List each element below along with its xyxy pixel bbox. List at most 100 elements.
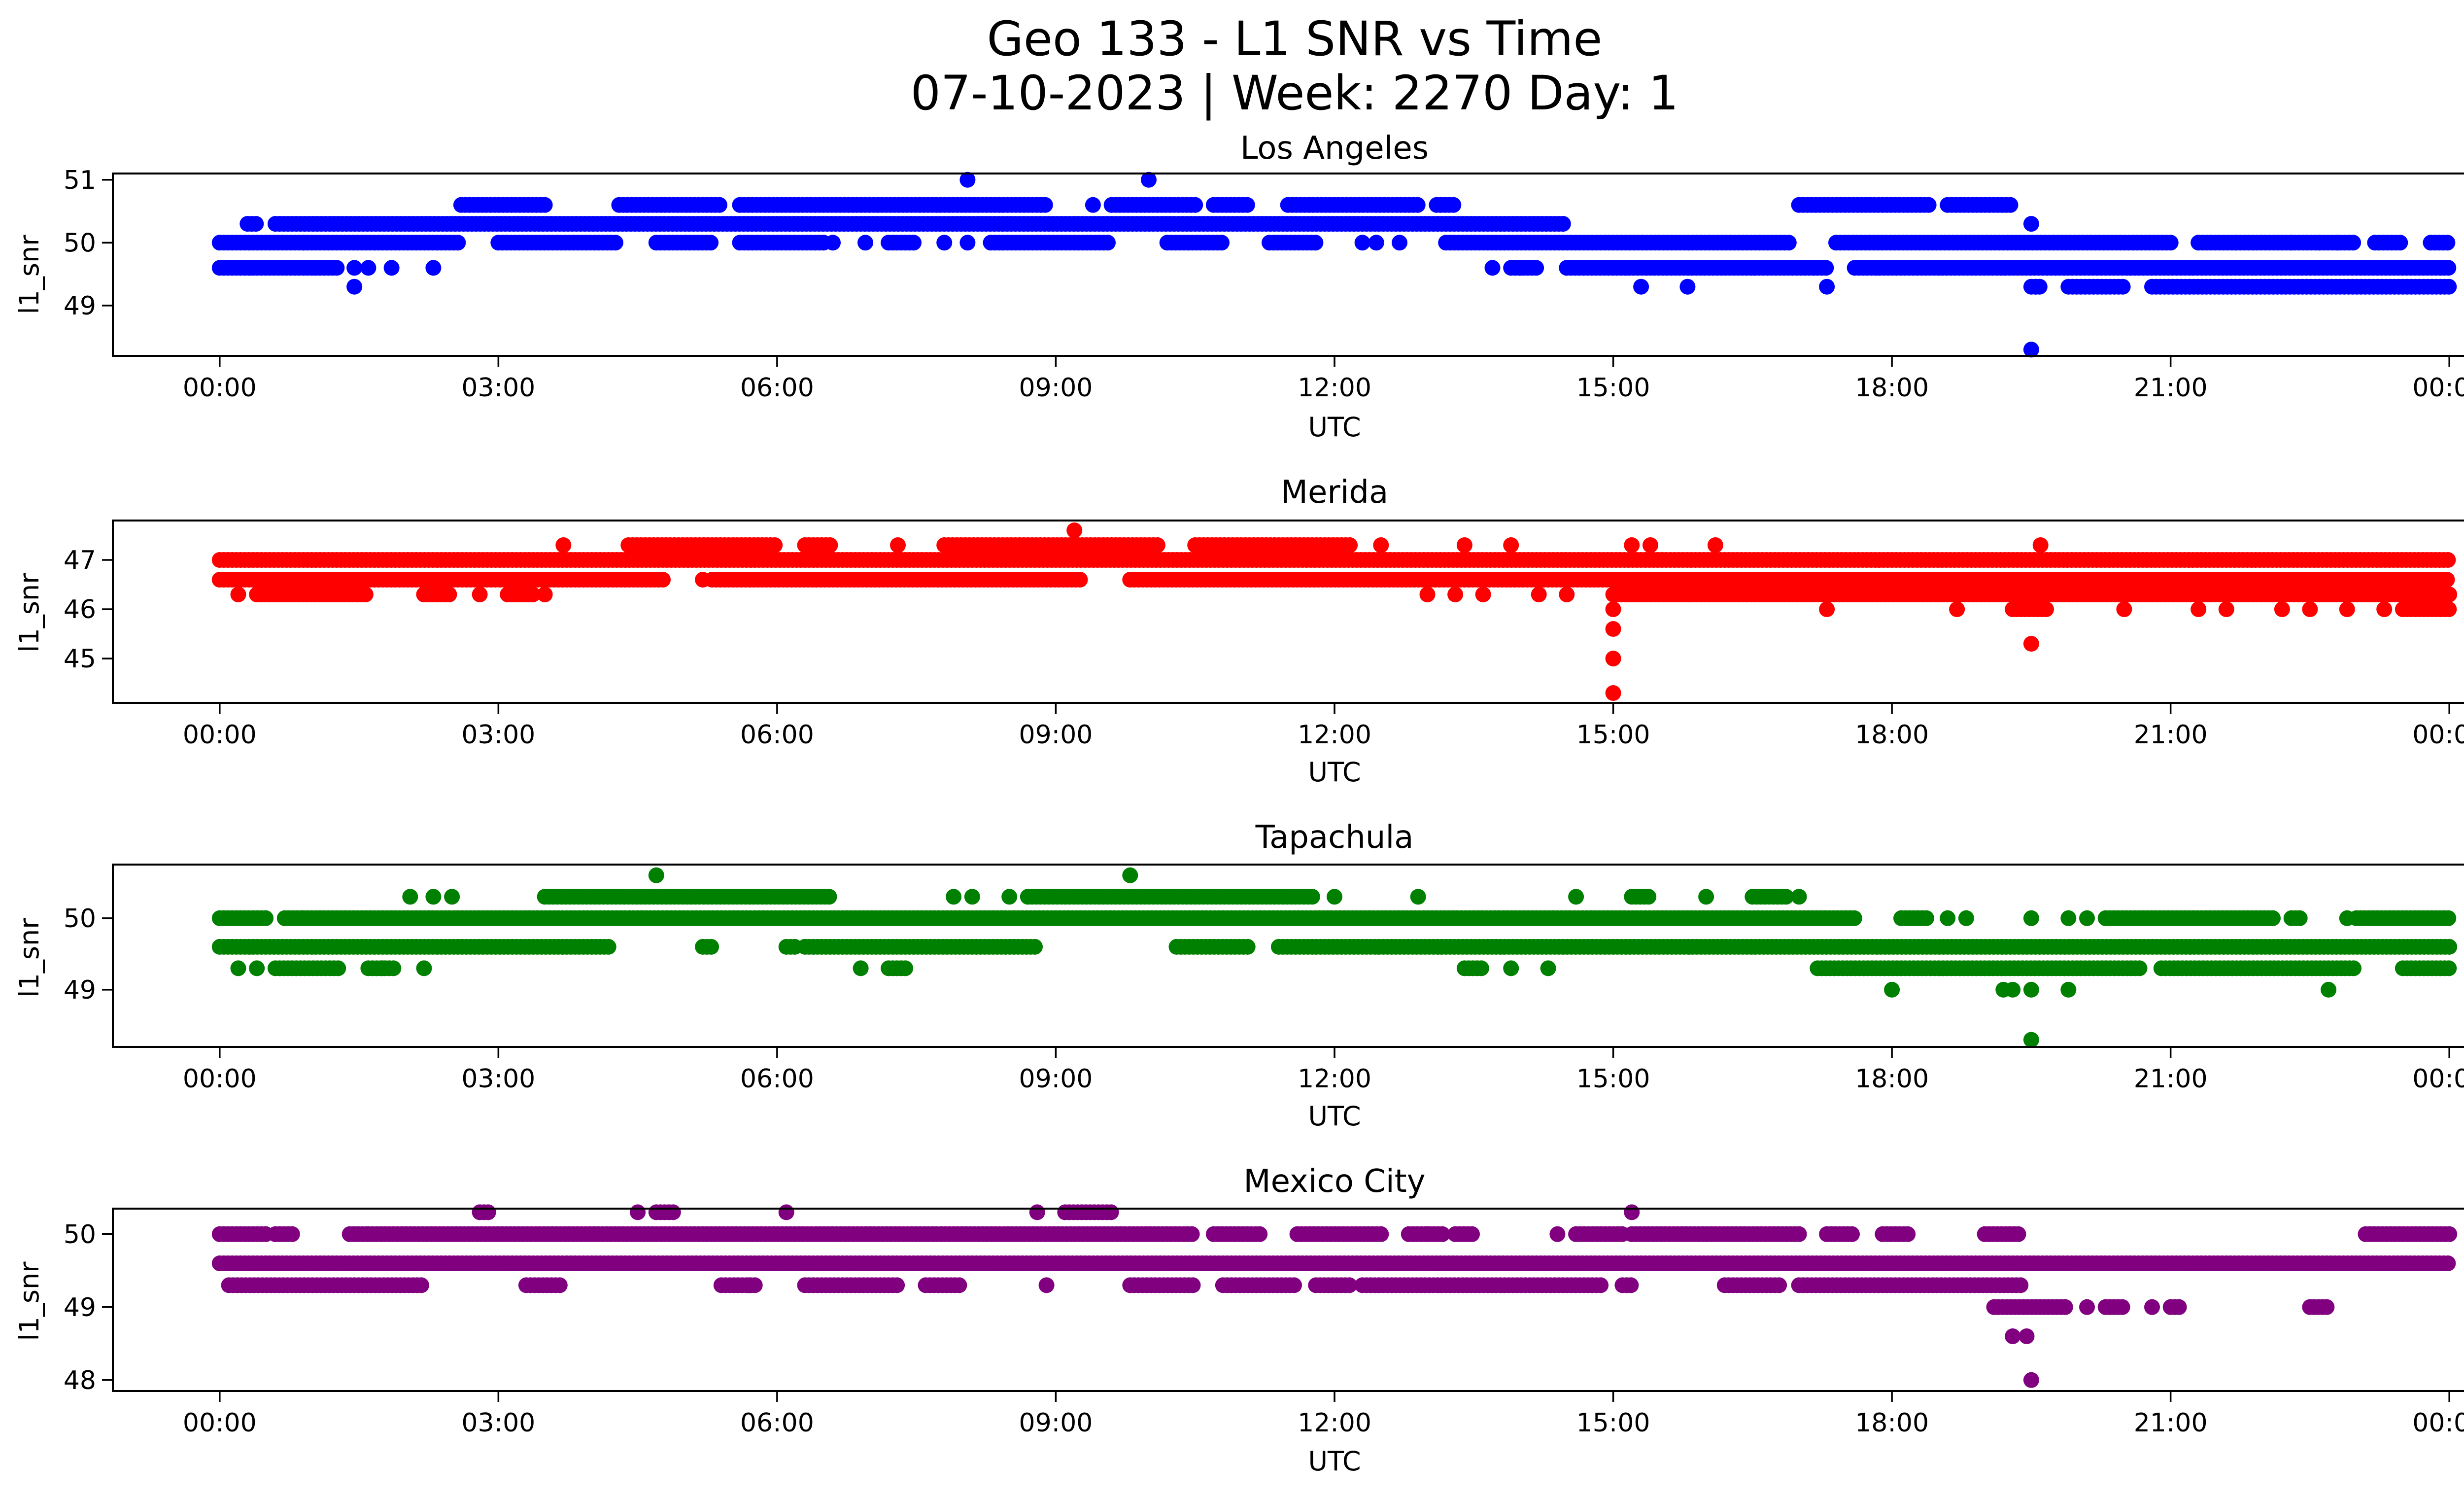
data-point — [383, 260, 400, 276]
data-point — [537, 197, 553, 213]
data-point — [2115, 278, 2131, 295]
data-point — [1392, 235, 1407, 251]
data-point — [2028, 278, 2044, 295]
data-point — [2439, 572, 2455, 588]
data-point — [1512, 260, 1528, 276]
data-point — [906, 235, 922, 251]
data-point — [959, 235, 976, 251]
panel-merida: Merida UTC l1_snr 00:00 03:00 06:00 09:00 12… — [14, 474, 2464, 788]
data-point — [1239, 939, 1256, 955]
data-point — [1958, 910, 1974, 926]
data-point — [857, 235, 873, 251]
y-tick-label: 48 — [64, 1366, 96, 1395]
data-point — [1475, 587, 1491, 602]
data-point — [1307, 235, 1324, 251]
panel-title: Mexico City — [1243, 1163, 1425, 1200]
x-tick-label: 00:00 — [2412, 373, 2464, 403]
data-point — [2023, 1032, 2039, 1048]
data-point — [1447, 587, 1464, 602]
data-point — [1020, 889, 1036, 905]
data-point — [2339, 910, 2355, 926]
data-point — [330, 960, 346, 976]
x-tick-label: 18:00 — [1855, 1064, 1929, 1094]
data-point — [284, 1226, 300, 1242]
data-point — [2227, 235, 2244, 251]
figure-title-line1: Geo 133 - L1 SNR vs Time — [987, 11, 1603, 67]
data-point — [825, 235, 841, 251]
data-point — [2302, 601, 2318, 617]
data-point — [1027, 939, 1043, 955]
data-point — [1473, 960, 1489, 976]
data-point — [444, 889, 460, 905]
data-point — [2392, 235, 2408, 251]
data-point — [248, 216, 264, 232]
data-point — [2162, 235, 2179, 251]
y-axis-label: l1_snr — [14, 918, 45, 998]
x-tick-label: 09:00 — [1019, 1408, 1093, 1438]
x-tick-label: 12:00 — [1298, 720, 1371, 750]
figure-title-line2: 07-10-2023 | Week: 2270 Day: 1 — [911, 66, 1679, 121]
data-point — [1940, 910, 1956, 926]
data-point — [1633, 278, 1649, 295]
x-tick-label: 21:00 — [2134, 1064, 2208, 1094]
data-point — [555, 537, 572, 553]
data-point — [1304, 889, 1320, 905]
data-point — [1184, 1226, 1200, 1242]
x-tick-label: 18:00 — [1855, 1408, 1929, 1438]
data-point — [360, 260, 376, 276]
data-point — [1419, 587, 1436, 602]
x-tick-label: 09:00 — [1019, 720, 1093, 750]
data-point — [2023, 981, 2039, 998]
data-point — [1122, 867, 1138, 883]
data-point — [959, 172, 976, 188]
data-point — [1605, 651, 1621, 666]
data-point — [655, 572, 671, 588]
data-point — [1559, 587, 1575, 602]
data-point — [703, 939, 719, 955]
data-point — [2441, 587, 2458, 602]
data-point — [695, 572, 711, 588]
data-point — [537, 587, 553, 602]
data-point — [2023, 910, 2039, 926]
data-point — [2023, 216, 2039, 232]
data-point — [1819, 601, 1835, 617]
data-point — [712, 197, 727, 213]
data-point — [249, 960, 265, 976]
y-axis-label: l1_snr — [14, 235, 45, 314]
data-points — [211, 867, 2458, 1048]
panel-title: Los Angeles — [1240, 130, 1429, 167]
data-point — [450, 235, 466, 251]
x-ticks: 00:00 03:00 06:00 09:00 12:00 15:00 18:00 21:00… — [183, 1047, 2464, 1094]
y-tick-label: 47 — [64, 546, 96, 575]
data-point — [2441, 939, 2458, 955]
x-tick-label: 00:00 — [2412, 1064, 2464, 1094]
x-tick-label: 06:00 — [740, 720, 814, 750]
x-tick-label: 09:00 — [1019, 1064, 1093, 1094]
data-point — [1780, 235, 1797, 251]
data-point — [2440, 260, 2457, 276]
x-tick-label: 00:00 — [2412, 720, 2464, 750]
plot-frame — [112, 173, 2464, 357]
data-point — [607, 235, 623, 251]
data-point — [1920, 197, 1937, 213]
y-tick-label: 46 — [64, 595, 96, 625]
data-point — [703, 235, 719, 251]
data-point — [648, 867, 664, 883]
x-tick-label: 03:00 — [461, 720, 535, 750]
data-point — [1001, 889, 1018, 905]
data-point — [1149, 537, 1165, 553]
x-tick-label: 00:00 — [183, 720, 257, 750]
x-tick-label: 18:00 — [1855, 373, 1929, 403]
x-tick-label: 00:00 — [183, 1064, 257, 1094]
data-point — [1252, 1226, 1268, 1242]
data-point — [2032, 537, 2049, 553]
data-point — [946, 889, 962, 905]
data-point — [1846, 910, 1862, 926]
data-point — [2311, 235, 2327, 251]
data-point — [2439, 235, 2456, 251]
x-tick-label: 12:00 — [1298, 1408, 1371, 1438]
data-point — [425, 260, 442, 276]
data-point — [936, 235, 953, 251]
